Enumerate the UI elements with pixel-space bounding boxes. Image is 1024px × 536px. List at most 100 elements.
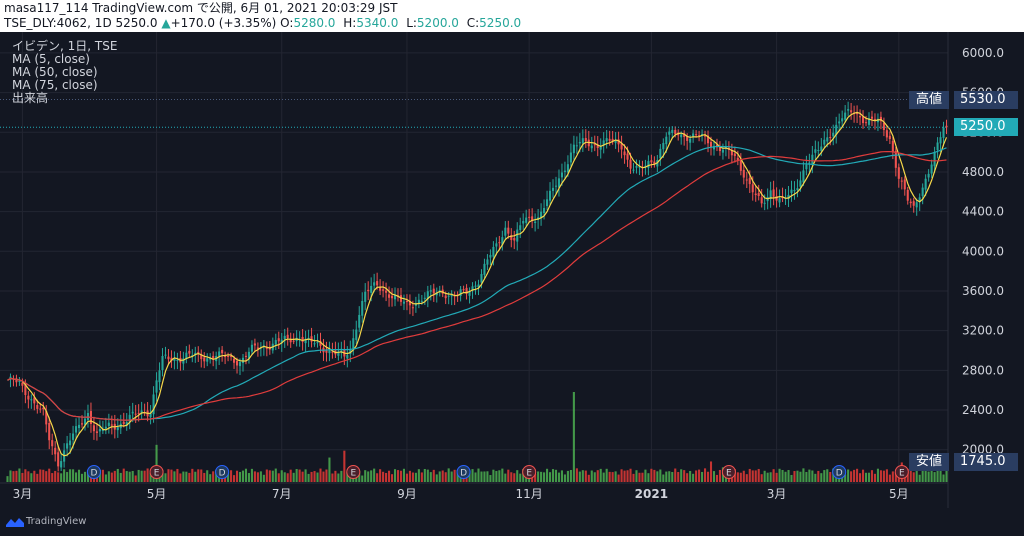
candle-body	[182, 358, 185, 364]
candle-body	[754, 193, 757, 196]
volume-bar	[15, 470, 18, 482]
chart-legend: イビデン, 1日, TSE MA (5, close) MA (50, clos…	[12, 40, 117, 105]
volume-bar	[790, 474, 793, 482]
volume-bar	[346, 472, 349, 482]
candle-body	[283, 335, 286, 340]
candle-body	[212, 355, 215, 360]
event-marker-label: E	[726, 469, 732, 479]
volume-bar	[414, 472, 417, 482]
candle-body	[361, 300, 364, 316]
volume-bar	[274, 468, 277, 482]
candle-body	[903, 179, 906, 190]
volume-bar	[60, 473, 63, 482]
volume-bar	[170, 469, 173, 482]
volume-bar	[602, 472, 605, 482]
volume-bar	[698, 469, 701, 482]
last-price-tag: 5250.0	[954, 118, 1018, 136]
legend-volume[interactable]: 出来高	[12, 91, 49, 105]
volume-bar	[238, 471, 242, 482]
candle-body	[802, 170, 805, 183]
candle-body	[662, 142, 665, 150]
candle-body	[933, 151, 936, 167]
volume-bar	[432, 469, 435, 482]
volume-bar	[742, 470, 745, 482]
x-tick-label: 3月	[13, 487, 33, 501]
candle-body	[742, 169, 745, 178]
candle-body	[358, 314, 361, 328]
candle-body	[435, 292, 438, 296]
candle-body	[36, 405, 39, 409]
candle-body	[528, 216, 531, 218]
volume-bar	[680, 469, 683, 482]
volume-bar	[164, 473, 167, 482]
legend-title[interactable]: イビデン, 1日, TSE	[12, 39, 118, 53]
legend-ma50[interactable]: MA (50, close)	[12, 65, 98, 79]
candle-body	[224, 355, 227, 358]
candle-body	[724, 146, 727, 148]
volume-bar	[921, 470, 924, 482]
candle-body	[24, 383, 27, 395]
footer: TradingView	[0, 508, 1024, 536]
candle-body	[942, 127, 945, 138]
volume-bar	[548, 472, 552, 482]
candle-body	[936, 142, 939, 151]
candle-body	[405, 300, 408, 303]
volume-bar	[453, 469, 456, 482]
volume-bar	[754, 470, 757, 482]
volume-bar	[390, 474, 394, 482]
volume-bar	[235, 470, 239, 482]
volume-bar	[256, 472, 259, 482]
legend-ma5[interactable]: MA (5, close)	[12, 52, 90, 66]
volume-bar	[662, 474, 665, 482]
volume-bar	[373, 468, 376, 482]
tradingview-brand[interactable]: TradingView	[26, 516, 87, 527]
volume-bar	[304, 469, 307, 482]
volume-bar	[396, 470, 400, 482]
candle-body	[599, 146, 602, 150]
volume-bar	[119, 472, 122, 482]
volume-bar	[939, 470, 942, 482]
candle-body	[465, 287, 468, 294]
candle-body	[376, 281, 379, 286]
volume-bar	[417, 469, 420, 482]
earnings-marker-icon	[522, 465, 537, 479]
candle-body	[176, 359, 179, 361]
candle-body	[355, 329, 358, 340]
earnings-marker-icon	[894, 465, 909, 479]
x-tick-label: 2021	[635, 487, 668, 501]
volume-bar	[265, 469, 268, 482]
candle-body	[122, 421, 125, 425]
volume-bar	[399, 470, 403, 482]
candle-body	[683, 133, 686, 137]
volume-bar	[343, 450, 346, 482]
candle-body	[101, 429, 104, 431]
candle-body	[185, 352, 188, 359]
legend-ma75[interactable]: MA (75, close)	[12, 78, 98, 92]
volume-bar	[227, 470, 230, 482]
volume-bar	[683, 470, 686, 482]
candle-body	[131, 411, 134, 414]
candle-body	[927, 173, 930, 178]
candle-body	[548, 190, 552, 201]
candle-body	[164, 354, 167, 356]
candle-body	[844, 112, 847, 120]
candle-body	[310, 336, 313, 342]
candle-body	[620, 143, 623, 150]
header-bar: masa117_114 TradingView.com で公開, 6月 01, …	[0, 0, 1024, 32]
event-marker-label: E	[154, 469, 160, 479]
volume-bar	[894, 472, 897, 482]
candle-body	[730, 150, 733, 156]
candle-body	[209, 357, 212, 360]
candle-body	[337, 351, 340, 356]
volume-bar	[638, 472, 641, 482]
candle-body	[107, 422, 110, 427]
volume-bar	[778, 468, 781, 482]
candle-body	[876, 118, 879, 123]
x-tick-label: 5月	[147, 487, 167, 501]
candle-body	[238, 362, 242, 367]
volume-bar	[757, 468, 760, 482]
candle-body	[736, 157, 739, 161]
symbol-name[interactable]: TSE_DLY:4062, 1D	[4, 16, 112, 30]
candle-body	[459, 289, 462, 297]
